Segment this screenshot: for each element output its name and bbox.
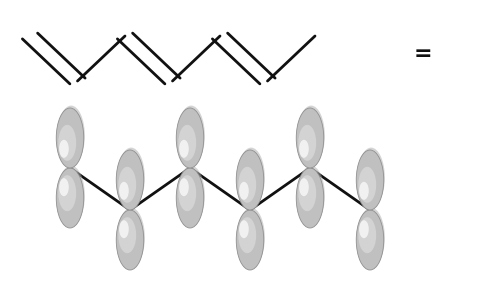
Ellipse shape — [356, 210, 384, 270]
Ellipse shape — [236, 150, 264, 210]
Ellipse shape — [119, 220, 129, 238]
Ellipse shape — [179, 178, 189, 196]
Ellipse shape — [116, 210, 144, 270]
Ellipse shape — [298, 166, 325, 226]
Ellipse shape — [56, 168, 84, 228]
Ellipse shape — [296, 108, 324, 168]
Ellipse shape — [178, 166, 205, 226]
Ellipse shape — [176, 168, 204, 228]
Ellipse shape — [298, 175, 316, 211]
Ellipse shape — [359, 182, 369, 200]
Ellipse shape — [176, 108, 204, 168]
Ellipse shape — [58, 106, 85, 166]
Ellipse shape — [119, 182, 129, 200]
Ellipse shape — [236, 210, 264, 270]
Ellipse shape — [118, 217, 136, 253]
Ellipse shape — [179, 140, 189, 158]
Ellipse shape — [178, 125, 196, 161]
Ellipse shape — [59, 178, 69, 196]
Ellipse shape — [238, 217, 256, 253]
Ellipse shape — [238, 208, 265, 268]
Ellipse shape — [299, 178, 309, 196]
Ellipse shape — [358, 208, 385, 268]
Ellipse shape — [118, 208, 145, 268]
Ellipse shape — [118, 167, 136, 203]
Ellipse shape — [238, 167, 256, 203]
Ellipse shape — [358, 148, 385, 208]
Ellipse shape — [298, 125, 316, 161]
Ellipse shape — [178, 175, 196, 211]
Ellipse shape — [58, 125, 76, 161]
Text: =: = — [413, 44, 432, 64]
Ellipse shape — [58, 175, 76, 211]
Ellipse shape — [359, 220, 369, 238]
Ellipse shape — [118, 148, 145, 208]
Ellipse shape — [296, 168, 324, 228]
Ellipse shape — [358, 167, 376, 203]
Ellipse shape — [178, 106, 205, 166]
Ellipse shape — [358, 217, 376, 253]
Ellipse shape — [239, 220, 249, 238]
Ellipse shape — [299, 140, 309, 158]
Ellipse shape — [58, 166, 85, 226]
Ellipse shape — [116, 150, 144, 210]
Ellipse shape — [56, 108, 84, 168]
Ellipse shape — [239, 182, 249, 200]
Ellipse shape — [298, 106, 325, 166]
Ellipse shape — [238, 148, 265, 208]
Ellipse shape — [59, 140, 69, 158]
Ellipse shape — [356, 150, 384, 210]
